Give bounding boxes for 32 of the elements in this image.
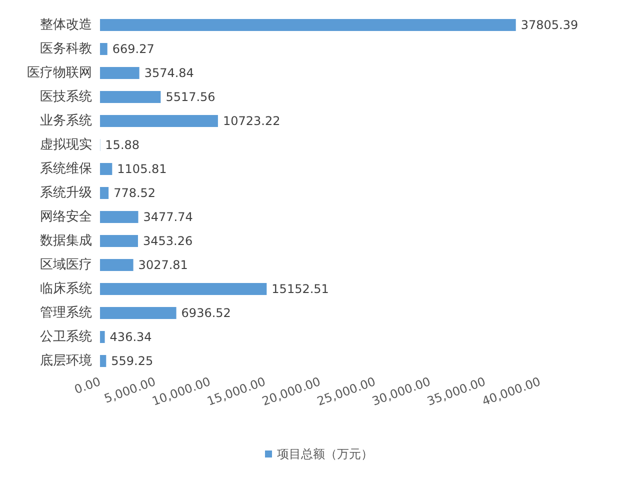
y-tick-label: 医疗物联网 (27, 66, 92, 80)
y-tick-label: 底层环境 (40, 352, 92, 368)
data-label: 3027.81 (138, 258, 188, 272)
data-label: 669.27 (112, 42, 154, 56)
data-label: 3477.74 (143, 210, 193, 224)
y-tick-label: 虚拟现实 (40, 138, 92, 152)
y-tick-label: 医务科教 (40, 42, 92, 56)
y-tick-label: 区域医疗 (40, 258, 92, 272)
data-label: 3574.84 (144, 66, 194, 80)
data-label: 1105.81 (117, 162, 167, 176)
y-tick-label: 医技系统 (40, 90, 92, 104)
y-tick-label: 系统升级 (40, 186, 92, 200)
data-label: 10723.22 (222, 114, 280, 128)
y-tick-label: 临床系统 (40, 282, 92, 296)
x-tick-label: 0.00 (72, 374, 102, 397)
y-tick-label: 网络安全 (40, 208, 92, 224)
data-label: 6936.52 (181, 306, 231, 320)
y-tick-label: 数据集成 (40, 234, 92, 248)
data-label: 3453.26 (142, 234, 193, 248)
y-tick-label: 公卫系统 (40, 330, 92, 344)
y-tick-label: 整体改造 (40, 18, 92, 32)
y-tick-label: 系统维保 (40, 162, 92, 176)
legend-label: 项目总额（万元） (277, 447, 373, 461)
data-label: 559.25 (111, 354, 154, 368)
y-tick-label: 管理系统 (40, 306, 92, 320)
y-tick-label: 业务系统 (40, 114, 92, 128)
data-label: 436.34 (110, 330, 152, 344)
data-label: 37805.39 (520, 18, 578, 32)
data-label: 778.52 (114, 186, 156, 200)
data-label: 15.88 (105, 138, 140, 152)
data-label: 5517.56 (166, 90, 216, 104)
data-label: 15152.51 (272, 282, 329, 296)
